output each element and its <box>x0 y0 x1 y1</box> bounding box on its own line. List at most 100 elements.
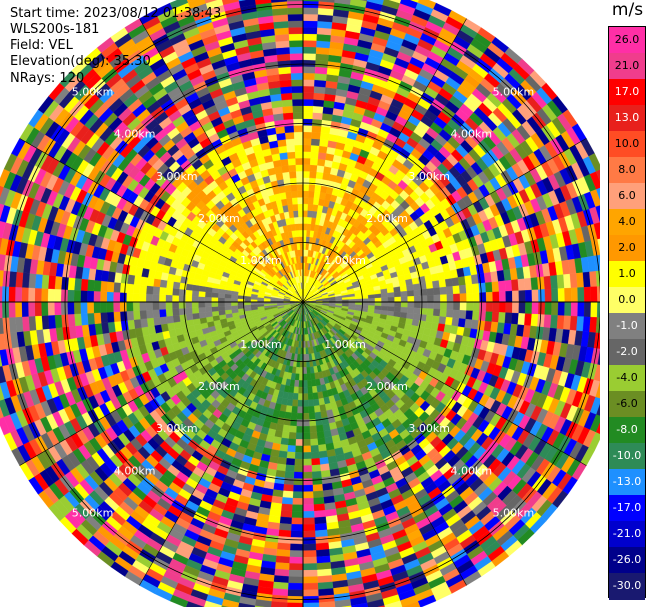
velocity-gate <box>426 308 434 316</box>
velocity-gate <box>54 301 62 316</box>
velocity-gate <box>446 293 454 303</box>
velocity-gate <box>290 524 304 532</box>
velocity-gate <box>595 422 600 435</box>
velocity-gate <box>0 301 3 319</box>
velocity-gate <box>302 569 318 578</box>
velocity-gate <box>308 190 315 199</box>
velocity-gate <box>556 315 565 330</box>
velocity-gate <box>570 287 579 303</box>
velocity-gate <box>306 373 312 381</box>
velocity-gate <box>302 380 308 388</box>
velocity-gate <box>80 313 89 326</box>
velocity-gate <box>465 310 474 320</box>
velocity-gate <box>317 437 326 446</box>
velocity-gate <box>146 277 155 287</box>
velocity-gate <box>314 516 327 525</box>
velocity-gate <box>302 511 315 519</box>
velocity-gate <box>433 301 441 310</box>
velocity-gate <box>126 310 134 321</box>
velocity-gate <box>152 286 160 295</box>
velocity-gate <box>274 562 290 571</box>
velocity-gate <box>159 309 167 318</box>
velocity-gate <box>21 301 29 317</box>
velocity-gate <box>318 450 328 459</box>
velocity-gate <box>314 73 328 81</box>
velocity-gate <box>311 131 321 140</box>
velocity-gate <box>314 79 327 88</box>
velocity-gate <box>451 277 460 287</box>
velocity-gate <box>145 285 154 295</box>
velocity-gate <box>126 283 134 294</box>
velocity-gate <box>556 274 565 289</box>
velocity-gate <box>204 306 213 313</box>
velocity-gate <box>302 412 310 420</box>
velocity-gate <box>306 379 313 388</box>
velocity-gate <box>386 287 395 294</box>
velocity-gate <box>588 153 600 172</box>
velocity-gate <box>309 425 317 433</box>
velocity-gate <box>595 169 600 182</box>
velocity-gate <box>292 392 299 401</box>
velocity-gate <box>211 306 219 312</box>
velocity-gate <box>313 497 325 505</box>
velocity-gate <box>0 285 3 303</box>
velocity-gate <box>569 315 578 331</box>
velocity-gate <box>280 510 293 518</box>
velocity-gate <box>289 556 304 564</box>
velocity-gate <box>302 399 309 407</box>
velocity-gate <box>589 206 600 225</box>
velocity-gate <box>41 274 50 289</box>
velocity-gate <box>317 158 326 167</box>
velocity-gate <box>34 287 42 303</box>
velocity-gate <box>316 555 331 564</box>
velocity-gate <box>319 456 329 465</box>
velocity-gate <box>283 484 294 492</box>
velocity-gate <box>288 569 304 578</box>
velocity-gate <box>34 301 42 317</box>
velocity-gate <box>166 315 174 324</box>
velocity-gate <box>310 438 319 446</box>
velocity-gate <box>393 286 401 293</box>
velocity-gate <box>405 278 414 286</box>
velocity-gate <box>113 291 121 303</box>
velocity-gate <box>93 301 101 314</box>
velocity-gate <box>106 301 114 313</box>
velocity-gate <box>290 537 304 545</box>
velocity-gate <box>28 273 37 289</box>
velocity-gate <box>192 318 201 326</box>
velocity-gate <box>280 437 289 446</box>
velocity-gate <box>314 66 328 75</box>
velocity-gate <box>276 463 287 472</box>
velocity-gate <box>550 314 559 329</box>
velocity-gate <box>302 40 317 48</box>
velocity-gate <box>492 291 500 303</box>
velocity-gate <box>491 281 500 293</box>
velocity-gate <box>285 464 295 473</box>
velocity-gate <box>498 301 507 313</box>
velocity-gate <box>306 366 311 375</box>
velocity-gate <box>171 301 179 310</box>
velocity-gate <box>217 301 225 307</box>
velocity-gate <box>479 301 487 312</box>
velocity-gate <box>412 283 421 291</box>
velocity-gate <box>298 373 304 381</box>
velocity-gate <box>302 367 307 375</box>
velocity-gate <box>498 291 507 303</box>
velocity-gate <box>292 497 304 506</box>
velocity-gate <box>505 290 513 303</box>
velocity-gate <box>277 536 291 544</box>
velocity-gate <box>133 318 142 329</box>
velocity-gate <box>113 301 121 313</box>
velocity-gate <box>126 292 134 303</box>
velocity-gate <box>250 304 258 308</box>
velocity-gate <box>407 296 415 303</box>
velocity-gate <box>440 294 448 303</box>
velocity-gate <box>310 144 320 153</box>
velocity-gate <box>517 278 526 291</box>
velocity-gate <box>224 301 232 307</box>
velocity-gate <box>284 411 292 420</box>
velocity-gate <box>407 301 415 308</box>
velocity-gate <box>367 294 376 299</box>
velocity-gate <box>318 145 328 154</box>
velocity-gate <box>302 7 319 15</box>
